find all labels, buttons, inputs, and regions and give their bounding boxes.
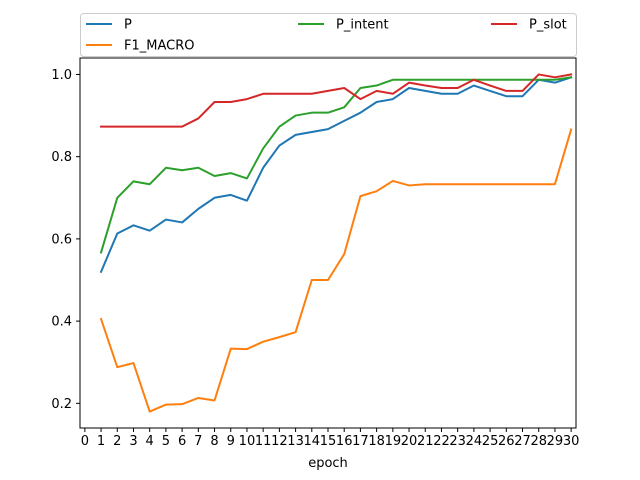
x-tick-label: 1	[97, 434, 105, 449]
x-axis-label: epoch	[308, 456, 348, 471]
y-axis-ticks: 0.2 0.4 0.6 0.8 1.0	[51, 68, 80, 412]
legend: P F1_MACRO P_intent P_slot	[80, 13, 577, 57]
y-tick-label: 0.2	[51, 397, 72, 412]
x-tick-label: 8	[210, 434, 218, 449]
x-tick-label: 9	[227, 434, 235, 449]
x-tick-label: 4	[146, 434, 154, 449]
x-tick-label: 6	[178, 434, 186, 449]
x-tick-label: 20	[401, 434, 418, 449]
plot-area	[80, 58, 576, 428]
x-tick-label: 28	[530, 434, 547, 449]
x-tick-label: 22	[433, 434, 450, 449]
y-tick-label: 1.0	[51, 68, 72, 83]
x-tick-label: 18	[368, 434, 385, 449]
x-axis-ticks: 0 1 2 3 4 5 6 7 8 9 10 11 12 13 14 15 16 17 18 19 20 21 22 23 24…	[81, 428, 580, 449]
x-tick-label: 27	[514, 434, 531, 449]
x-tick-label: 19	[385, 434, 402, 449]
y-tick-label: 0.8	[51, 150, 72, 165]
series-layer	[99, 73, 573, 413]
y-tick-label: 0.6	[51, 232, 72, 247]
x-tick-label: 7	[194, 434, 202, 449]
x-tick-label: 30	[563, 434, 580, 449]
y-tick-label: 0.4	[51, 315, 72, 330]
x-tick-label: 21	[417, 434, 434, 449]
x-tick-label: 25	[482, 434, 499, 449]
legend-label-f1-macro: F1_MACRO	[124, 39, 194, 54]
x-tick-label: 24	[466, 434, 483, 449]
x-tick-label: 15	[320, 434, 337, 449]
x-tick-label: 2	[113, 434, 121, 449]
legend-frame	[80, 13, 577, 57]
series-line-f1-macro	[99, 128, 573, 413]
legend-label-p-slot: P_slot	[529, 18, 567, 33]
series-line-p-intent	[99, 76, 573, 254]
legend-label-p-intent: P_intent	[336, 18, 389, 33]
x-tick-label: 3	[129, 434, 137, 449]
legend-label-p: P	[124, 18, 132, 33]
x-tick-label: 5	[162, 434, 170, 449]
x-tick-label: 12	[271, 434, 288, 449]
x-tick-label: 17	[352, 434, 369, 449]
series-line-p	[99, 76, 573, 274]
x-tick-label: 10	[239, 434, 256, 449]
series-line-p-slot	[100, 73, 573, 128]
x-tick-label: 23	[449, 434, 466, 449]
x-tick-label: 11	[255, 434, 272, 449]
x-tick-label: 29	[547, 434, 564, 449]
x-tick-label: 26	[498, 434, 515, 449]
x-tick-label: 14	[304, 434, 321, 449]
x-tick-label: 13	[287, 434, 304, 449]
x-tick-label: 16	[336, 434, 353, 449]
x-tick-label: 0	[81, 434, 89, 449]
